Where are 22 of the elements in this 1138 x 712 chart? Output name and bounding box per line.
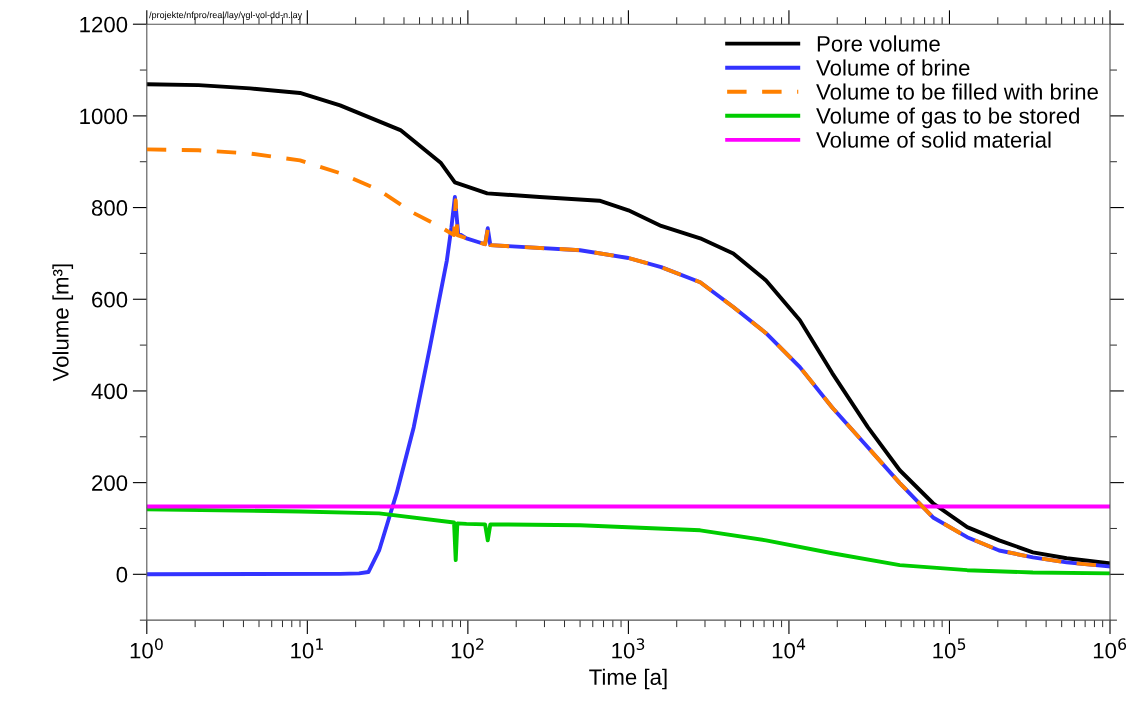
y-tick-label: 1000 [80, 108, 128, 125]
x-tick-label: 10$^{0}$ [130, 638, 163, 659]
x-tick-label: 10$^{6}$ [1093, 638, 1127, 659]
text: /projekte/nfpro/real/lay/vgl-vol-dd-n.lay [149, 11, 303, 20]
y-tick-label: 1200 [80, 16, 128, 33]
y-tick-label: 400 [91, 383, 128, 400]
legend-label: Volume of gas to be stored [816, 107, 1079, 129]
y-tick-label: 200 [92, 475, 128, 491]
y-tick-label: 0 [116, 566, 128, 583]
x-tick-label: 10$^{1}$ [291, 638, 323, 659]
legend-label: Pore volume [817, 35, 940, 52]
legend-label: Volume of solid material [816, 131, 1051, 148]
y-tick-label: 600 [92, 291, 128, 308]
legend-label: Volume of brine [816, 59, 970, 76]
y-axis-title: Volume [m³] [52, 264, 74, 382]
legend-label: Volume to be filled with brine [816, 83, 1098, 100]
y-tick-label: 800 [91, 200, 128, 216]
x-axis-title: Time [a] [589, 668, 667, 690]
x-tick-label: 10$^{3}$ [612, 638, 645, 659]
x-tick-label: 10$^{4}$ [772, 638, 806, 659]
x-tick-label: 10$^{5}$ [933, 638, 966, 659]
x-tick-label: 10$^{2}$ [451, 638, 484, 659]
